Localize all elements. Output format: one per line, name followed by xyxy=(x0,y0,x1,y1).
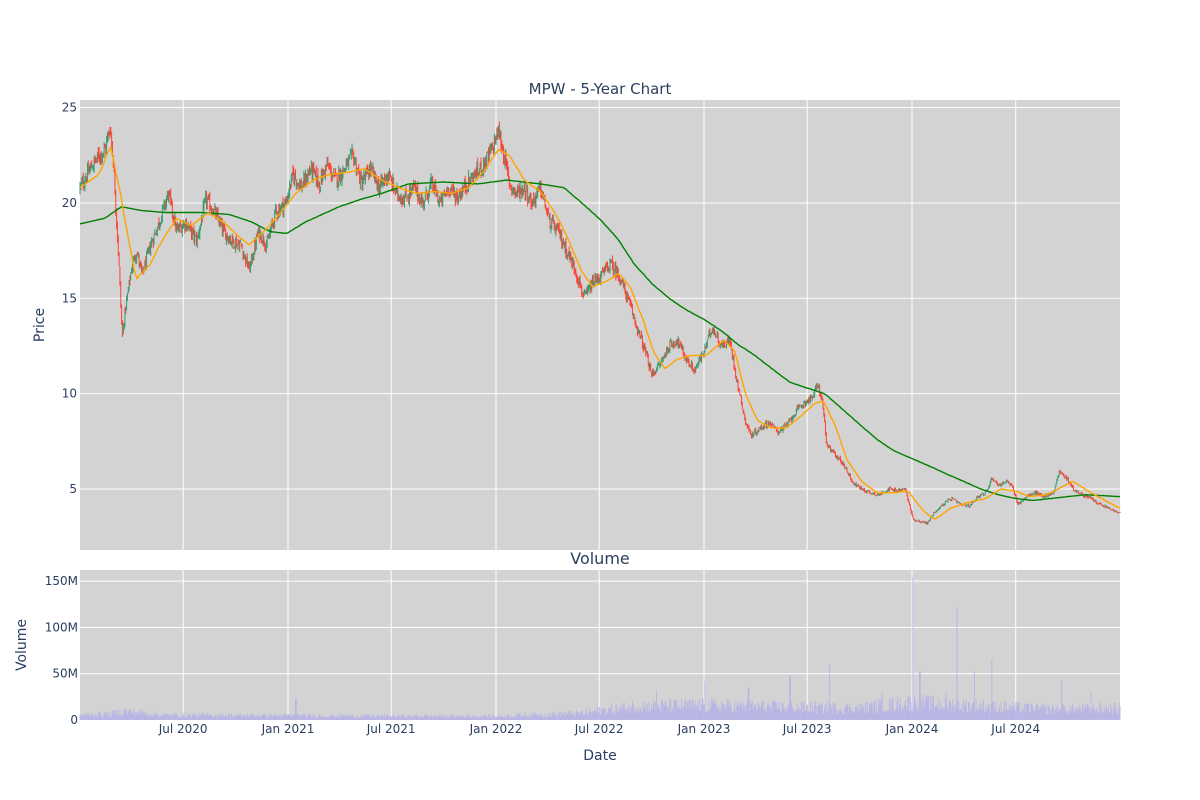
x-tick: Jan 2023 xyxy=(677,722,731,736)
x-tick: Jan 2021 xyxy=(261,722,315,736)
volume-plot-background xyxy=(80,570,1120,720)
price-y-tick: 10 xyxy=(62,387,77,401)
price-y-tick: 20 xyxy=(62,196,77,210)
price-y-tick: 15 xyxy=(62,291,77,305)
volume-y-tick: 150M xyxy=(45,574,78,588)
x-tick: Jul 2021 xyxy=(366,722,416,736)
ma-short-line xyxy=(79,146,1121,520)
price-y-tick: 5 xyxy=(69,482,77,496)
price-y-tick-labels: 5 10 15 20 25 xyxy=(62,101,77,496)
volume-y-tick-labels: 0 50M 100M 150M xyxy=(45,574,78,727)
price-plot-background xyxy=(80,100,1120,550)
ma-long-line xyxy=(79,179,1121,502)
x-tick: Jul 2023 xyxy=(782,722,832,736)
x-tick: Jul 2024 xyxy=(990,722,1040,736)
volume-chart-title: Volume xyxy=(570,549,630,568)
date-x-tick-labels: Jul 2020 Jan 2021 Jul 2021 Jan 2022 Jul 2022… xyxy=(158,722,1040,736)
volume-y-tick: 50M xyxy=(52,667,78,681)
x-tick: Jan 2022 xyxy=(469,722,523,736)
volume-y-tick: 100M xyxy=(45,620,78,634)
volume-y-axis-title: Volume xyxy=(14,619,30,671)
price-y-tick: 25 xyxy=(62,101,77,115)
x-tick: Jul 2022 xyxy=(574,722,624,736)
volume-y-tick: 0 xyxy=(70,713,78,727)
x-axis-title: Date xyxy=(583,748,616,764)
price-y-axis-title: Price xyxy=(32,308,48,342)
x-tick: Jul 2020 xyxy=(158,722,208,736)
price-gridlines xyxy=(80,100,1120,550)
price-chart-title: MPW - 5-Year Chart xyxy=(529,80,672,98)
x-tick: Jan 2024 xyxy=(885,722,939,736)
volume-bars xyxy=(79,576,1121,720)
